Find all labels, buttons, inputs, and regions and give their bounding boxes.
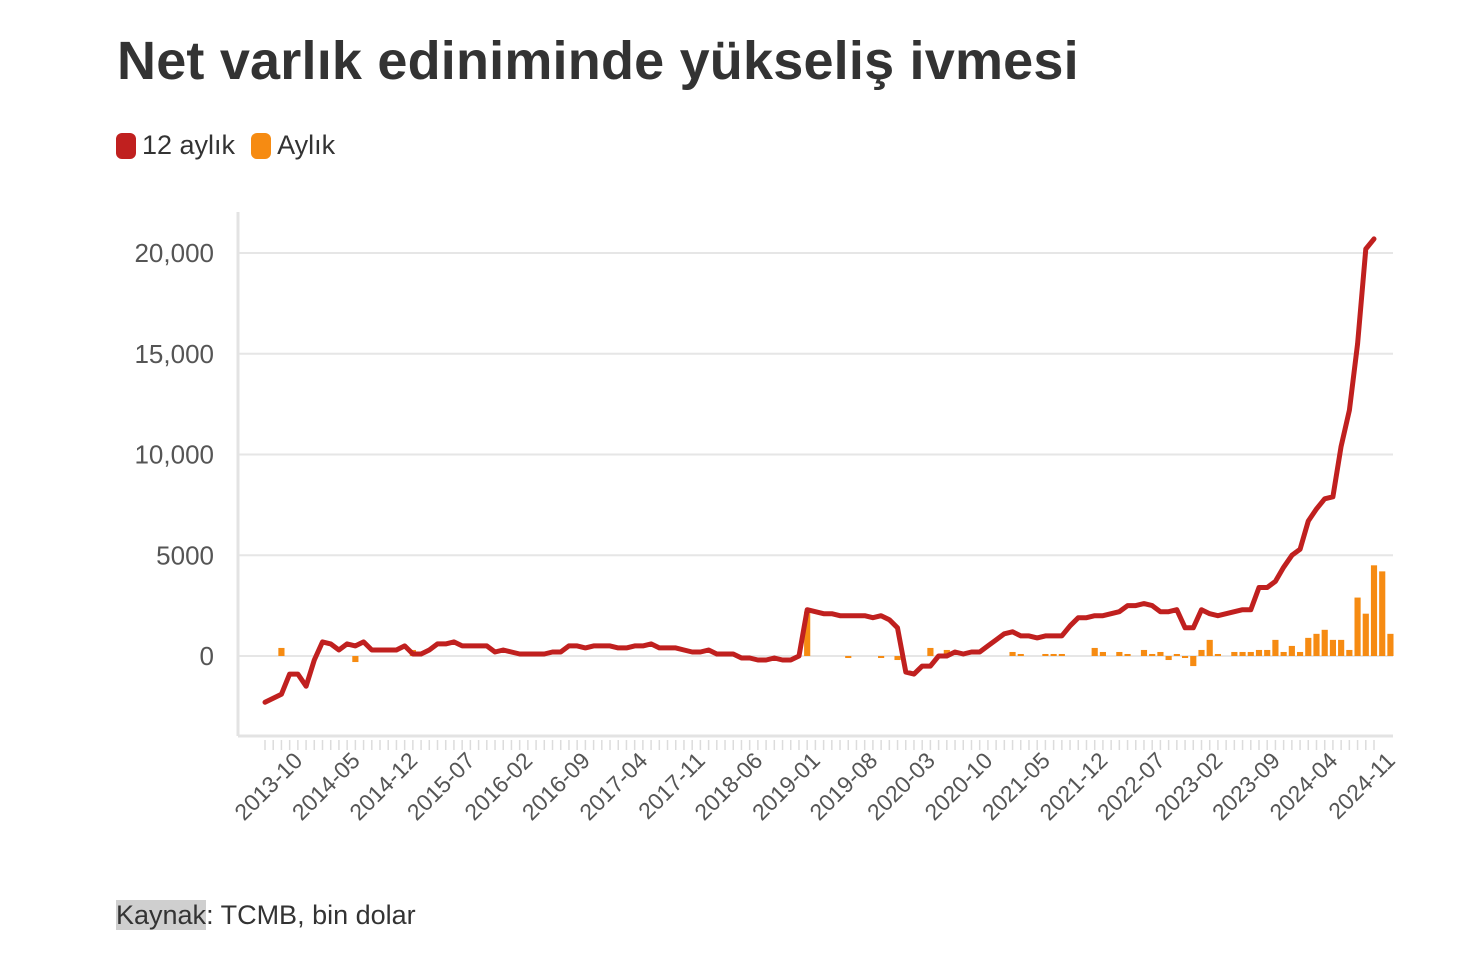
bar — [1181, 656, 1189, 659]
bar — [1247, 651, 1254, 656]
grid-lines — [238, 252, 1393, 657]
bar — [352, 656, 359, 663]
source-text: : TCMB, bin dolar — [206, 900, 416, 930]
bar — [927, 647, 934, 656]
chart-title: Net varlık ediniminde yükseliş ivmesi — [117, 31, 1079, 91]
bar — [278, 647, 285, 656]
bar — [1091, 647, 1098, 656]
bar — [1116, 651, 1123, 656]
bar — [804, 611, 811, 656]
legend: 12 aylık Aylık — [116, 130, 351, 161]
bar — [1165, 656, 1172, 661]
bar — [1017, 653, 1024, 656]
legend-swatch-12-aylik — [116, 132, 136, 159]
bar — [1239, 651, 1246, 656]
bar — [1058, 653, 1065, 656]
bar — [1379, 571, 1386, 656]
bar — [1214, 653, 1221, 656]
bar — [1387, 633, 1394, 656]
bar — [1099, 651, 1106, 656]
source-note: Kaynak: TCMB, bin dolar — [116, 900, 416, 931]
bar — [1305, 637, 1312, 656]
source-label: Kaynak — [116, 900, 207, 930]
bar — [878, 656, 885, 659]
y-tick-label: 20,000 — [134, 238, 214, 268]
bar — [1346, 649, 1353, 656]
series-line — [262, 236, 1377, 705]
y-tick-label: 0 — [200, 641, 214, 671]
y-tick-label: 5000 — [156, 540, 214, 570]
bar — [1362, 613, 1369, 656]
bar — [1255, 649, 1263, 656]
axes — [236, 212, 1393, 738]
bar — [943, 649, 950, 656]
bar — [1338, 639, 1345, 656]
line-series-12-aylik — [262, 236, 1377, 705]
bar — [1296, 651, 1304, 656]
bar — [1149, 653, 1156, 656]
bar — [1190, 656, 1197, 667]
bar — [1329, 639, 1337, 656]
bar — [1354, 597, 1361, 656]
bar — [1280, 651, 1287, 656]
bar — [1231, 651, 1238, 656]
bar — [1313, 633, 1320, 656]
bar — [1173, 653, 1180, 656]
bar — [1157, 651, 1164, 656]
legend-swatch-aylik — [251, 132, 272, 159]
chart-svg: 0 5000 10,000 15,000 20,000 2013-102014-0520… — [134, 212, 1400, 825]
bar — [1042, 653, 1049, 656]
bar — [894, 656, 901, 661]
legend-label-12-aylik: 12 aylık — [142, 130, 236, 160]
y-tick-label: 15,000 — [134, 339, 214, 369]
legend-label-aylik: Aylık — [277, 130, 336, 160]
bar — [1140, 649, 1148, 656]
bar — [845, 656, 852, 659]
bar — [1272, 639, 1279, 656]
bar — [1264, 649, 1271, 656]
bar — [1050, 653, 1057, 656]
x-axis-ticks: 2013-102014-052014-122015-072016-022016-… — [229, 740, 1400, 825]
bar — [1198, 649, 1205, 656]
legend-item-12-aylik[interactable]: 12 aylık — [116, 130, 235, 161]
bar — [1370, 565, 1378, 656]
bar — [1124, 653, 1131, 656]
bar — [1321, 629, 1328, 656]
y-axis-ticks: 0 5000 10,000 15,000 20,000 — [134, 238, 214, 671]
bar — [1288, 645, 1295, 656]
bar — [1009, 651, 1016, 656]
legend-item-aylik[interactable]: Aylık — [251, 130, 335, 161]
bar — [1206, 639, 1213, 656]
bar-series-aylik — [278, 565, 1394, 667]
y-tick-label: 10,000 — [134, 440, 214, 470]
